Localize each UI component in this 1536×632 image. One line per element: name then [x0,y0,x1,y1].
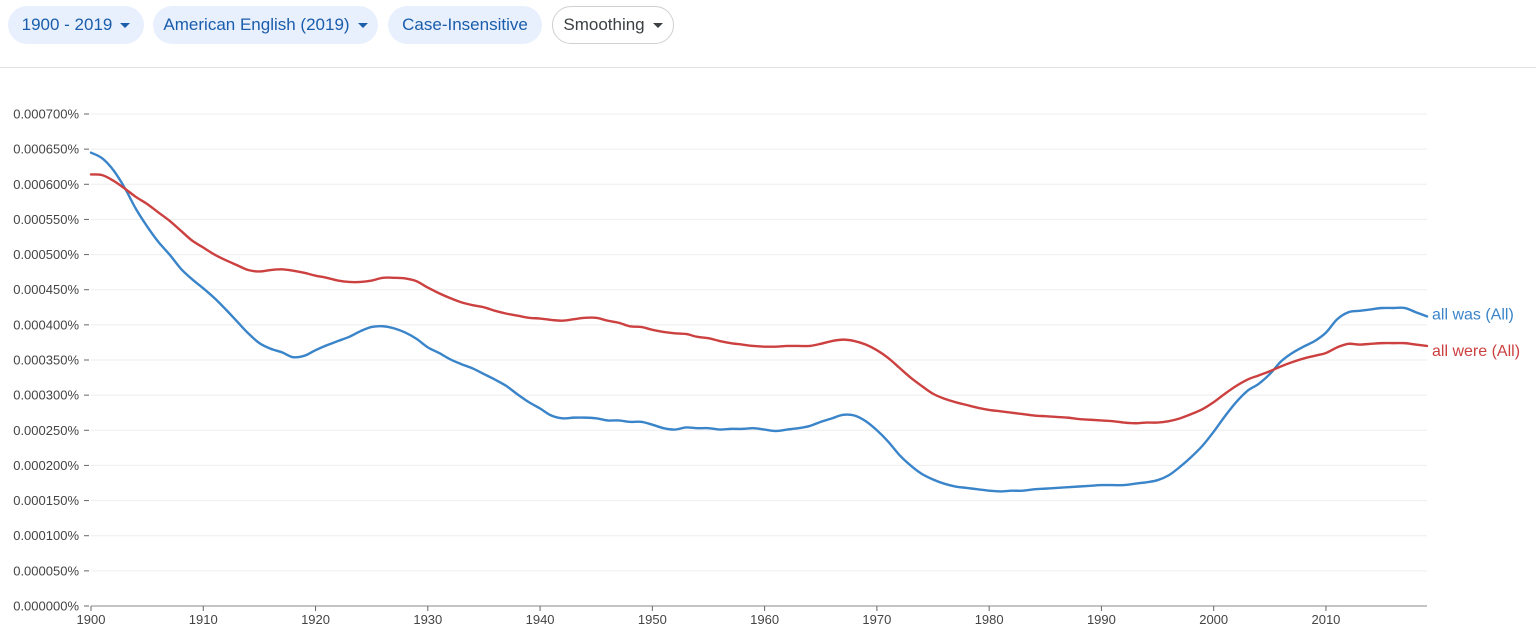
y-tick-label: 0.000400% [13,317,79,332]
ngram-line-chart: 0.000700% 0.000650% 0.000600% 0.000550% 0.00… [13,107,1520,628]
axes: 0.000700% 0.000650% 0.000600% 0.000550% 0.00… [13,107,1427,627]
x-tick-label: 1970 [862,612,891,627]
x-tick-label: 1950 [638,612,667,627]
caret-down-icon [120,22,131,28]
y-tick-label: 0.000150% [13,493,79,508]
series-label-1[interactable]: all were (All) [1432,343,1520,360]
x-tick-label: 1920 [301,612,330,627]
corpus-label: American English (2019) [163,15,350,34]
x-tick-label: 2000 [1199,612,1228,627]
y-tick-label: 0.000250% [13,423,79,438]
y-tick-label: 0.000600% [13,177,79,192]
series-line-1[interactable] [89,173,1429,425]
smoothing-dropdown[interactable]: Smoothing [552,6,674,44]
case-insensitive-toggle[interactable]: Case-Insensitive [388,6,542,44]
y-tick-label: 0.000050% [13,563,79,578]
x-tick-label: 1900 [77,612,106,627]
x-tick-label: 2010 [1311,612,1340,627]
x-tick-label: 1940 [526,612,555,627]
date-range-label: 1900 - 2019 [21,15,113,34]
x-tick-label: 1980 [975,612,1004,627]
toolbar: 1900 - 2019 American English (2019) Case… [0,0,1536,68]
x-tick-label: 1990 [1087,612,1116,627]
series-label-0[interactable]: all was (All) [1432,306,1514,323]
y-tick-label: 0.000450% [13,282,79,297]
caret-down-icon [357,22,368,28]
x-tick-label: 1960 [750,612,779,627]
x-tick-label: 1910 [189,612,218,627]
grid-lines [91,113,1427,607]
y-tick-label: 0.000300% [13,388,79,403]
y-tick-label: 0.000350% [13,353,79,368]
series-lines [89,151,1429,493]
x-tick-label: 1930 [413,612,442,627]
series-line-0[interactable] [89,151,1429,493]
y-tick-label: 0.000650% [13,142,79,157]
y-tick-label: 0.000200% [13,458,79,473]
y-tick-label: 0.000100% [13,528,79,543]
caret-down-icon [652,22,663,28]
y-tick-label: 0.000550% [13,212,79,227]
corpus-dropdown[interactable]: American English (2019) [153,6,378,44]
y-tick-label: 0.000700% [13,107,79,122]
smoothing-label: Smoothing [563,15,645,34]
y-tick-label: 0.000500% [13,247,79,262]
series-labels: all was (All) all were (All) [1432,306,1520,360]
case-insensitive-label: Case-Insensitive [402,15,528,34]
y-tick-label: 0.000000% [13,599,79,614]
date-range-dropdown[interactable]: 1900 - 2019 [8,6,144,44]
